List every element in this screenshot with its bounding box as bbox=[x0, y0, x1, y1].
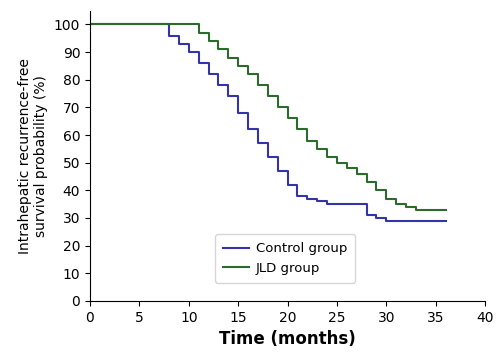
X-axis label: Time (months): Time (months) bbox=[219, 330, 356, 348]
Legend: Control group, JLD group: Control group, JLD group bbox=[215, 234, 356, 283]
Y-axis label: Intrahepatic recurrence-free
survival probability (%): Intrahepatic recurrence-free survival pr… bbox=[18, 58, 48, 254]
